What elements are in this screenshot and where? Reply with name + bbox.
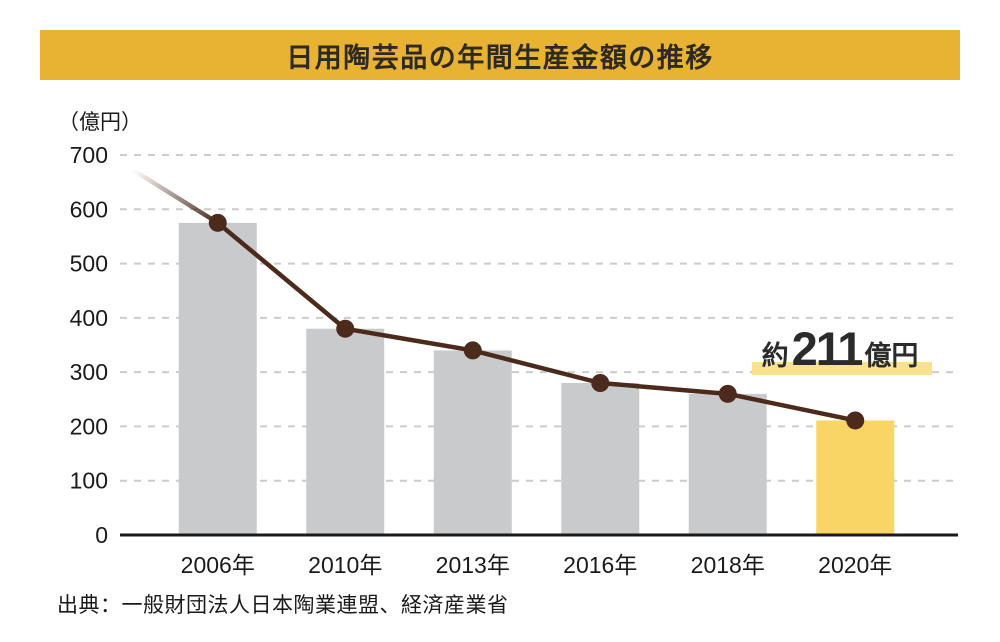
y-tick-label-0: 0	[95, 522, 108, 548]
bar-2010年	[306, 328, 385, 535]
annotation-highlight-marker	[752, 362, 932, 375]
chart-title-band: 日用陶芸品の年間生産金額の推移	[40, 30, 960, 80]
annotation-unit: 億円	[864, 341, 919, 371]
annotation-value: 211	[791, 322, 864, 375]
trend-line	[215, 220, 858, 423]
y-tick-label-100: 100	[70, 468, 108, 494]
bar-2020年	[816, 420, 895, 535]
y-tick-label-600: 600	[70, 196, 108, 222]
x-category-label-2006年: 2006年	[181, 552, 255, 578]
annotation-text: 約 211 億円	[748, 322, 932, 375]
bar-2006年	[178, 222, 257, 535]
data-point-2018年	[718, 384, 737, 403]
bar-2013年	[433, 350, 512, 535]
x-category-label-2016年: 2016年	[563, 552, 637, 578]
data-point-2006年	[208, 213, 227, 232]
data-point-2020年	[846, 411, 865, 430]
annotation-prefix: 約	[761, 341, 789, 371]
y-tick-label-200: 200	[70, 413, 108, 439]
y-tick-label-300: 300	[70, 359, 108, 385]
data-point-2013年	[463, 341, 482, 360]
value-annotation: 約 211 億円	[748, 322, 932, 375]
source-citation: 出典：一般財団法人日本陶業連盟、経済産業省	[57, 594, 509, 617]
x-category-label-2010年: 2010年	[308, 552, 382, 578]
y-tick-label-400: 400	[70, 305, 108, 331]
x-category-label-2018年: 2018年	[691, 552, 765, 578]
y-tick-label-700: 700	[70, 142, 108, 168]
data-point-2010年	[336, 319, 355, 338]
x-category-label-2013年: 2013年	[436, 552, 510, 578]
trend-line-fade-tail	[131, 168, 219, 225]
data-point-2016年	[591, 374, 610, 392]
x-category-label-2020年: 2020年	[818, 552, 892, 578]
y-axis-unit-label: （億円）	[58, 111, 142, 134]
y-tick-label-500: 500	[70, 251, 108, 277]
bar-2016年	[561, 383, 640, 535]
chart-title: 日用陶芸品の年間生産金額の推移	[286, 42, 714, 73]
bar-2018年	[688, 393, 767, 535]
